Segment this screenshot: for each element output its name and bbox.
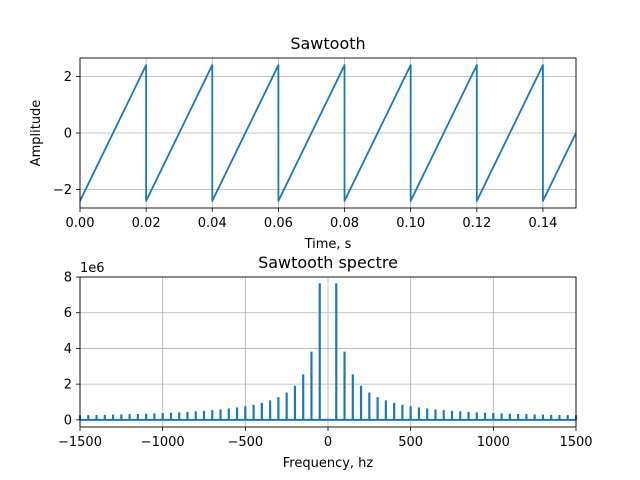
sawtooth-x-tick-label: 0.06 (264, 216, 293, 231)
spectre-x-tick-label: 500 (398, 435, 423, 450)
spectre-x-tick-label: −500 (227, 435, 263, 450)
sawtooth-plot: 0.00 0.02 0.04 0.06 0.08 0.10 0.12 0.14 −2 0 2 Saw… (29, 34, 577, 252)
sawtooth-x-tick-label: 0.08 (330, 216, 359, 231)
spectre-x-tick-label: 1000 (477, 435, 510, 450)
sawtooth-x-tick-label: 0.12 (462, 216, 491, 231)
spectre-x-tick-label: −1500 (58, 435, 102, 450)
spectre-y-tick-label: 8 (64, 271, 72, 286)
spectre-ticks: −1500 −1000 −500 0 500 1000 1500 0 2 4 6 8 (58, 271, 593, 451)
sawtooth-x-tick-label: 0.14 (528, 216, 557, 231)
spectre-x-tick-label: 0 (324, 435, 332, 450)
spectre-title: Sawtooth spectre (258, 253, 398, 272)
spectre-y-tick-label: 6 (64, 306, 72, 321)
spectre-x-axis-label: Frequency, hz (283, 456, 374, 471)
spectre-x-tick-label: 1500 (559, 435, 592, 450)
sawtooth-x-axis-label: Time, s (304, 237, 352, 252)
sawtooth-y-tick-label: −2 (53, 183, 72, 198)
sawtooth-x-tick-label: 0.10 (396, 216, 425, 231)
sawtooth-x-tick-label: 0.00 (66, 216, 95, 231)
sawtooth-y-tick-label: 2 (64, 70, 72, 85)
spectre-plot: −1500 −1000 −500 0 500 1000 1500 0 2 4 6 8 Sawtooth… (58, 253, 593, 471)
sawtooth-line (79, 64, 577, 202)
sawtooth-y-axis-label: Amplitude (29, 100, 44, 167)
sawtooth-y-tick-label: 0 (64, 127, 72, 142)
spectre-y-tick-label: 0 (64, 413, 72, 428)
sawtooth-title: Sawtooth (290, 34, 365, 53)
spectre-y-offset-label: 1e6 (80, 261, 105, 276)
sawtooth-x-tick-label: 0.02 (132, 216, 161, 231)
spectre-y-tick-label: 4 (64, 342, 72, 357)
sawtooth-ticks: 0.00 0.02 0.04 0.06 0.08 0.10 0.12 0.14 −2 0 2 (53, 70, 558, 231)
spectre-y-tick-label: 2 (64, 378, 72, 393)
sawtooth-x-tick-label: 0.04 (198, 216, 227, 231)
spectre-x-tick-label: −1000 (141, 435, 185, 450)
sawtooth-series (79, 64, 577, 202)
